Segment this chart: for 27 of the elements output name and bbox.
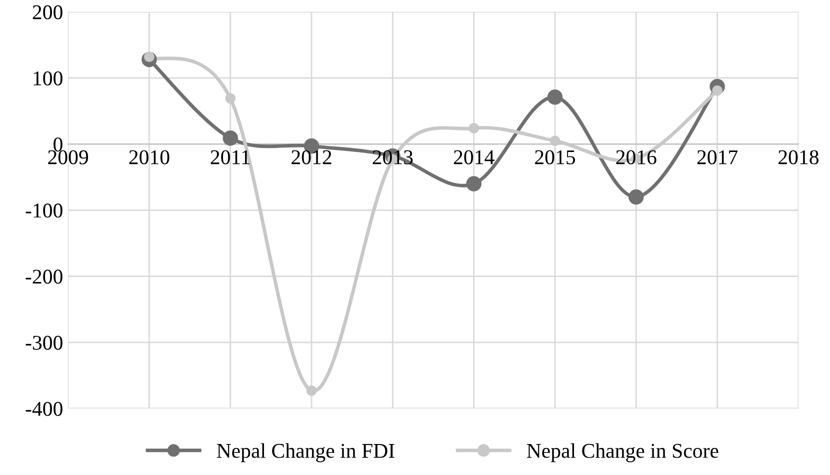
point <box>547 90 563 105</box>
x-tick-label: 2015 <box>535 150 576 164</box>
y-tick-label: -100 <box>26 204 62 218</box>
x-tick-label: 2013 <box>372 150 413 164</box>
y-tick-label: 0 <box>54 137 62 152</box>
x-tick-label: 2014 <box>454 150 494 164</box>
x-tick-label: 2016 <box>616 150 656 164</box>
x-tick-label: 2009 <box>48 150 88 164</box>
point <box>628 189 644 205</box>
point <box>225 93 236 104</box>
x-tick-label: 2011 <box>210 150 250 164</box>
x-tick-label: 2017 <box>697 150 738 164</box>
legend-label: Nepal Change in FDI <box>216 443 394 462</box>
point <box>466 176 482 192</box>
y-tick-label: 200 <box>32 5 62 20</box>
point <box>468 123 480 134</box>
y-tick-label: -400 <box>26 402 62 416</box>
x-tick-label: 2012 <box>292 150 332 164</box>
y-tick-label: -300 <box>26 336 62 350</box>
point <box>306 385 317 396</box>
y-tick-label: -200 <box>26 270 62 284</box>
x-tick-label: 2010 <box>129 150 170 164</box>
x-tick-label: 2018 <box>778 150 818 164</box>
legend-label: Nepal Change in Score <box>526 443 718 462</box>
point <box>222 130 238 146</box>
point <box>550 136 560 146</box>
y-tick-label: 100 <box>34 71 62 86</box>
